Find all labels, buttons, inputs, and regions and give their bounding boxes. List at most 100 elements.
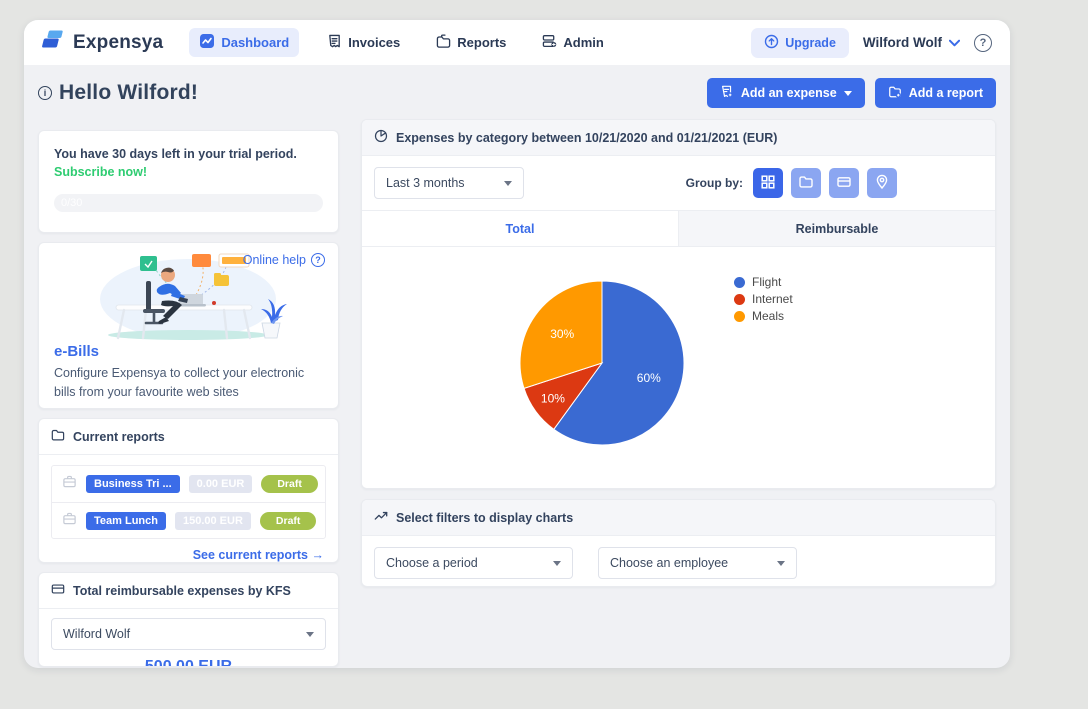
- info-icon[interactable]: i: [38, 86, 52, 100]
- expenses-pie-chart[interactable]: 60% 10% 30%: [362, 247, 982, 489]
- page-title: Hello Wilford!: [59, 81, 199, 104]
- report-name-badge[interactable]: Business Tri ...: [86, 475, 180, 493]
- period-range-select[interactable]: Last 3 months: [374, 167, 524, 199]
- folder-icon: [436, 33, 451, 52]
- report-name-badge[interactable]: Team Lunch: [86, 511, 166, 530]
- legend-item-flight: Flight: [734, 275, 793, 289]
- filters-title: Select filters to display charts: [396, 510, 574, 525]
- expenses-chart-card: Expenses by category between 10/21/2020 …: [361, 119, 996, 489]
- see-reports-label: See current reports: [192, 548, 309, 562]
- report-status-badge: Draft: [259, 511, 317, 530]
- groupby-category-button[interactable]: [753, 168, 783, 198]
- kfs-header: Total reimbursable expenses by KFS: [39, 573, 338, 609]
- expenses-chart-title: Expenses by category between 10/21/2020 …: [396, 130, 778, 145]
- ebills-description: Configure Expensya to collect your elect…: [54, 366, 305, 399]
- report-status-badge: Draft: [261, 475, 318, 493]
- kfs-title: Total reimbursable expenses by KFS: [73, 583, 291, 598]
- groupby-location-button[interactable]: [867, 168, 897, 198]
- groupby-payment-button[interactable]: [829, 168, 859, 198]
- briefcase-icon: [62, 474, 77, 494]
- filter-period-value: Choose a period: [386, 556, 478, 570]
- groupby-report-button[interactable]: [791, 168, 821, 198]
- filter-period-select[interactable]: Choose a period: [374, 547, 573, 579]
- caret-down-icon: [777, 560, 785, 566]
- admin-icon: [542, 34, 557, 52]
- trial-message: You have 30 days left in your trial peri…: [54, 147, 297, 161]
- nav-reports[interactable]: Reports: [428, 29, 514, 57]
- nav-invoices[interactable]: Invoices: [319, 29, 408, 57]
- add-report-label: Add a report: [908, 86, 983, 100]
- arrow-right-icon: →: [311, 548, 325, 562]
- add-expense-label: Add an expense: [740, 86, 837, 100]
- left-column: You have 30 days left in your trial peri…: [38, 130, 339, 667]
- caret-down-icon: [306, 631, 314, 637]
- folder-icon: [798, 174, 814, 193]
- location-pin-icon: [874, 174, 890, 193]
- kfs-employee-select[interactable]: Wilford Wolf: [51, 618, 326, 650]
- online-help-link[interactable]: Online help ?: [243, 253, 325, 267]
- online-help-label: Online help: [242, 253, 306, 267]
- brand[interactable]: Expensya: [38, 29, 163, 56]
- upgrade-icon: [764, 34, 779, 52]
- help-icon[interactable]: ?: [974, 33, 992, 52]
- user-name: Wilford Wolf: [862, 35, 942, 50]
- group-by-controls: Group by:: [686, 168, 897, 198]
- current-reports-title: Current reports: [73, 429, 165, 444]
- legend-dot: [734, 310, 745, 322]
- report-row[interactable]: Team Lunch 150.00 EUR Draft: [52, 502, 325, 538]
- chart-legend: Flight Internet Meals: [734, 275, 793, 323]
- report-amount-badge: 0.00 EUR: [188, 475, 253, 493]
- kfs-card: Total reimbursable expenses by KFS Wilfo…: [38, 572, 339, 667]
- report-row[interactable]: Business Tri ... 0.00 EUR Draft: [52, 466, 325, 502]
- nav-admin-label: Admin: [563, 35, 604, 50]
- pie-slice-label: 30%: [550, 327, 574, 341]
- add-report-button[interactable]: Add a report: [874, 78, 996, 108]
- expenses-chart-header: Expenses by category between 10/21/2020 …: [362, 120, 995, 156]
- current-reports-header: Current reports: [39, 419, 338, 455]
- legend-label: Flight: [752, 275, 782, 289]
- period-range-value: Last 3 months: [386, 176, 465, 190]
- nav-reports-label: Reports: [457, 35, 507, 50]
- pie-slice-flight[interactable]: [553, 280, 685, 446]
- ebills-card: Online help ?: [38, 242, 339, 409]
- right-column: Expenses by category between 10/21/2020 …: [361, 119, 996, 667]
- main-nav: Dashboard Invoices Reports Admin: [189, 28, 612, 57]
- navbar-right: Upgrade Wilford Wolf ?: [751, 27, 992, 58]
- caret-down-icon: [843, 90, 852, 96]
- trial-progress-label: 0/30: [61, 197, 83, 210]
- legend-label: Internet: [752, 292, 793, 306]
- page-header: i Hello Wilford! Add an expense Add a re…: [38, 75, 996, 111]
- nav-dashboard-label: Dashboard: [221, 35, 290, 50]
- ebills-title[interactable]: e-Bills: [54, 343, 100, 360]
- subscribe-link[interactable]: Subscribe now!: [54, 165, 148, 180]
- tab-reimbursable[interactable]: Reimbursable: [679, 211, 995, 246]
- kfs-total-amount: 500.00 EUR: [144, 658, 233, 667]
- caret-down-icon: [553, 560, 561, 566]
- pie-chart-area: 60% 10% 30% Flight Internet Meals: [362, 247, 995, 489]
- nav-admin[interactable]: Admin: [534, 29, 611, 57]
- chart-controls: Last 3 months Group by:: [362, 156, 995, 210]
- expensya-logo-icon: [38, 29, 65, 56]
- current-reports-card: Current reports Business Tri ... 0.00 EU…: [38, 418, 339, 563]
- legend-label: Meals: [752, 309, 785, 323]
- pie-chart-icon: [374, 129, 388, 146]
- app-window: Expensya Dashboard Invoices Reports: [24, 20, 1010, 668]
- see-current-reports-link[interactable]: See current reports →: [39, 539, 338, 562]
- filters-empty-message: Select filters to display charts: [362, 586, 995, 587]
- filter-employee-select[interactable]: Choose an employee: [598, 547, 797, 579]
- nav-dashboard[interactable]: Dashboard: [189, 28, 300, 57]
- add-expense-button[interactable]: Add an expense: [706, 78, 865, 108]
- upgrade-button[interactable]: Upgrade: [751, 27, 849, 58]
- tab-total[interactable]: Total: [362, 211, 679, 246]
- filters-card: Select filters to display charts Choose …: [361, 499, 996, 587]
- folder-plus-icon: [888, 85, 902, 102]
- upgrade-label: Upgrade: [785, 35, 836, 50]
- pie-slice-meals[interactable]: [519, 280, 603, 389]
- filter-employee-value: Choose an employee: [610, 556, 729, 570]
- user-menu[interactable]: Wilford Wolf: [862, 35, 961, 50]
- trending-up-icon: [374, 509, 388, 526]
- briefcase-icon: [62, 511, 77, 531]
- report-amount-badge: 150.00 EUR: [174, 511, 251, 530]
- kfs-employee-value: Wilford Wolf: [63, 627, 131, 641]
- report-list: Business Tri ... 0.00 EUR Draft Team Lun…: [51, 465, 326, 539]
